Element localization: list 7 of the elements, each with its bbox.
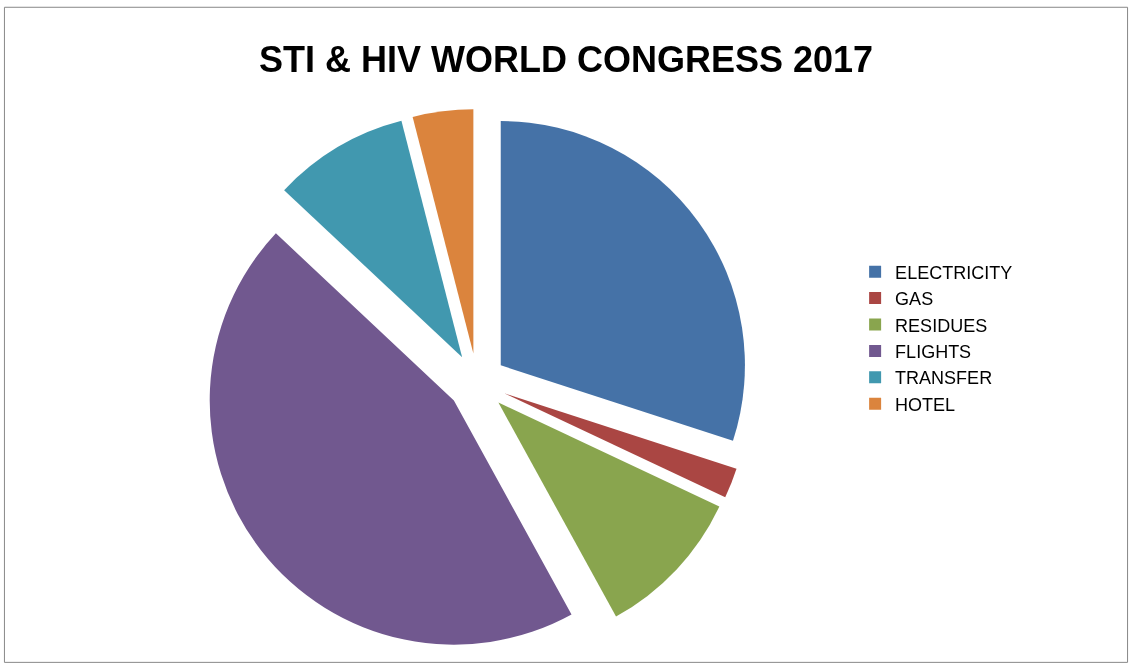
legend-label: GAS <box>895 289 934 310</box>
legend-label: FLIGHTS <box>895 341 972 362</box>
legend-label: TRANSFER <box>895 368 993 389</box>
legend-label: RESIDUES <box>895 315 988 336</box>
legend-label: HOTEL <box>895 394 956 415</box>
legend-label: ELECTRICITY <box>895 262 1013 283</box>
chart-title: STI & HIV WORLD CONGRESS 2017 <box>258 38 874 80</box>
